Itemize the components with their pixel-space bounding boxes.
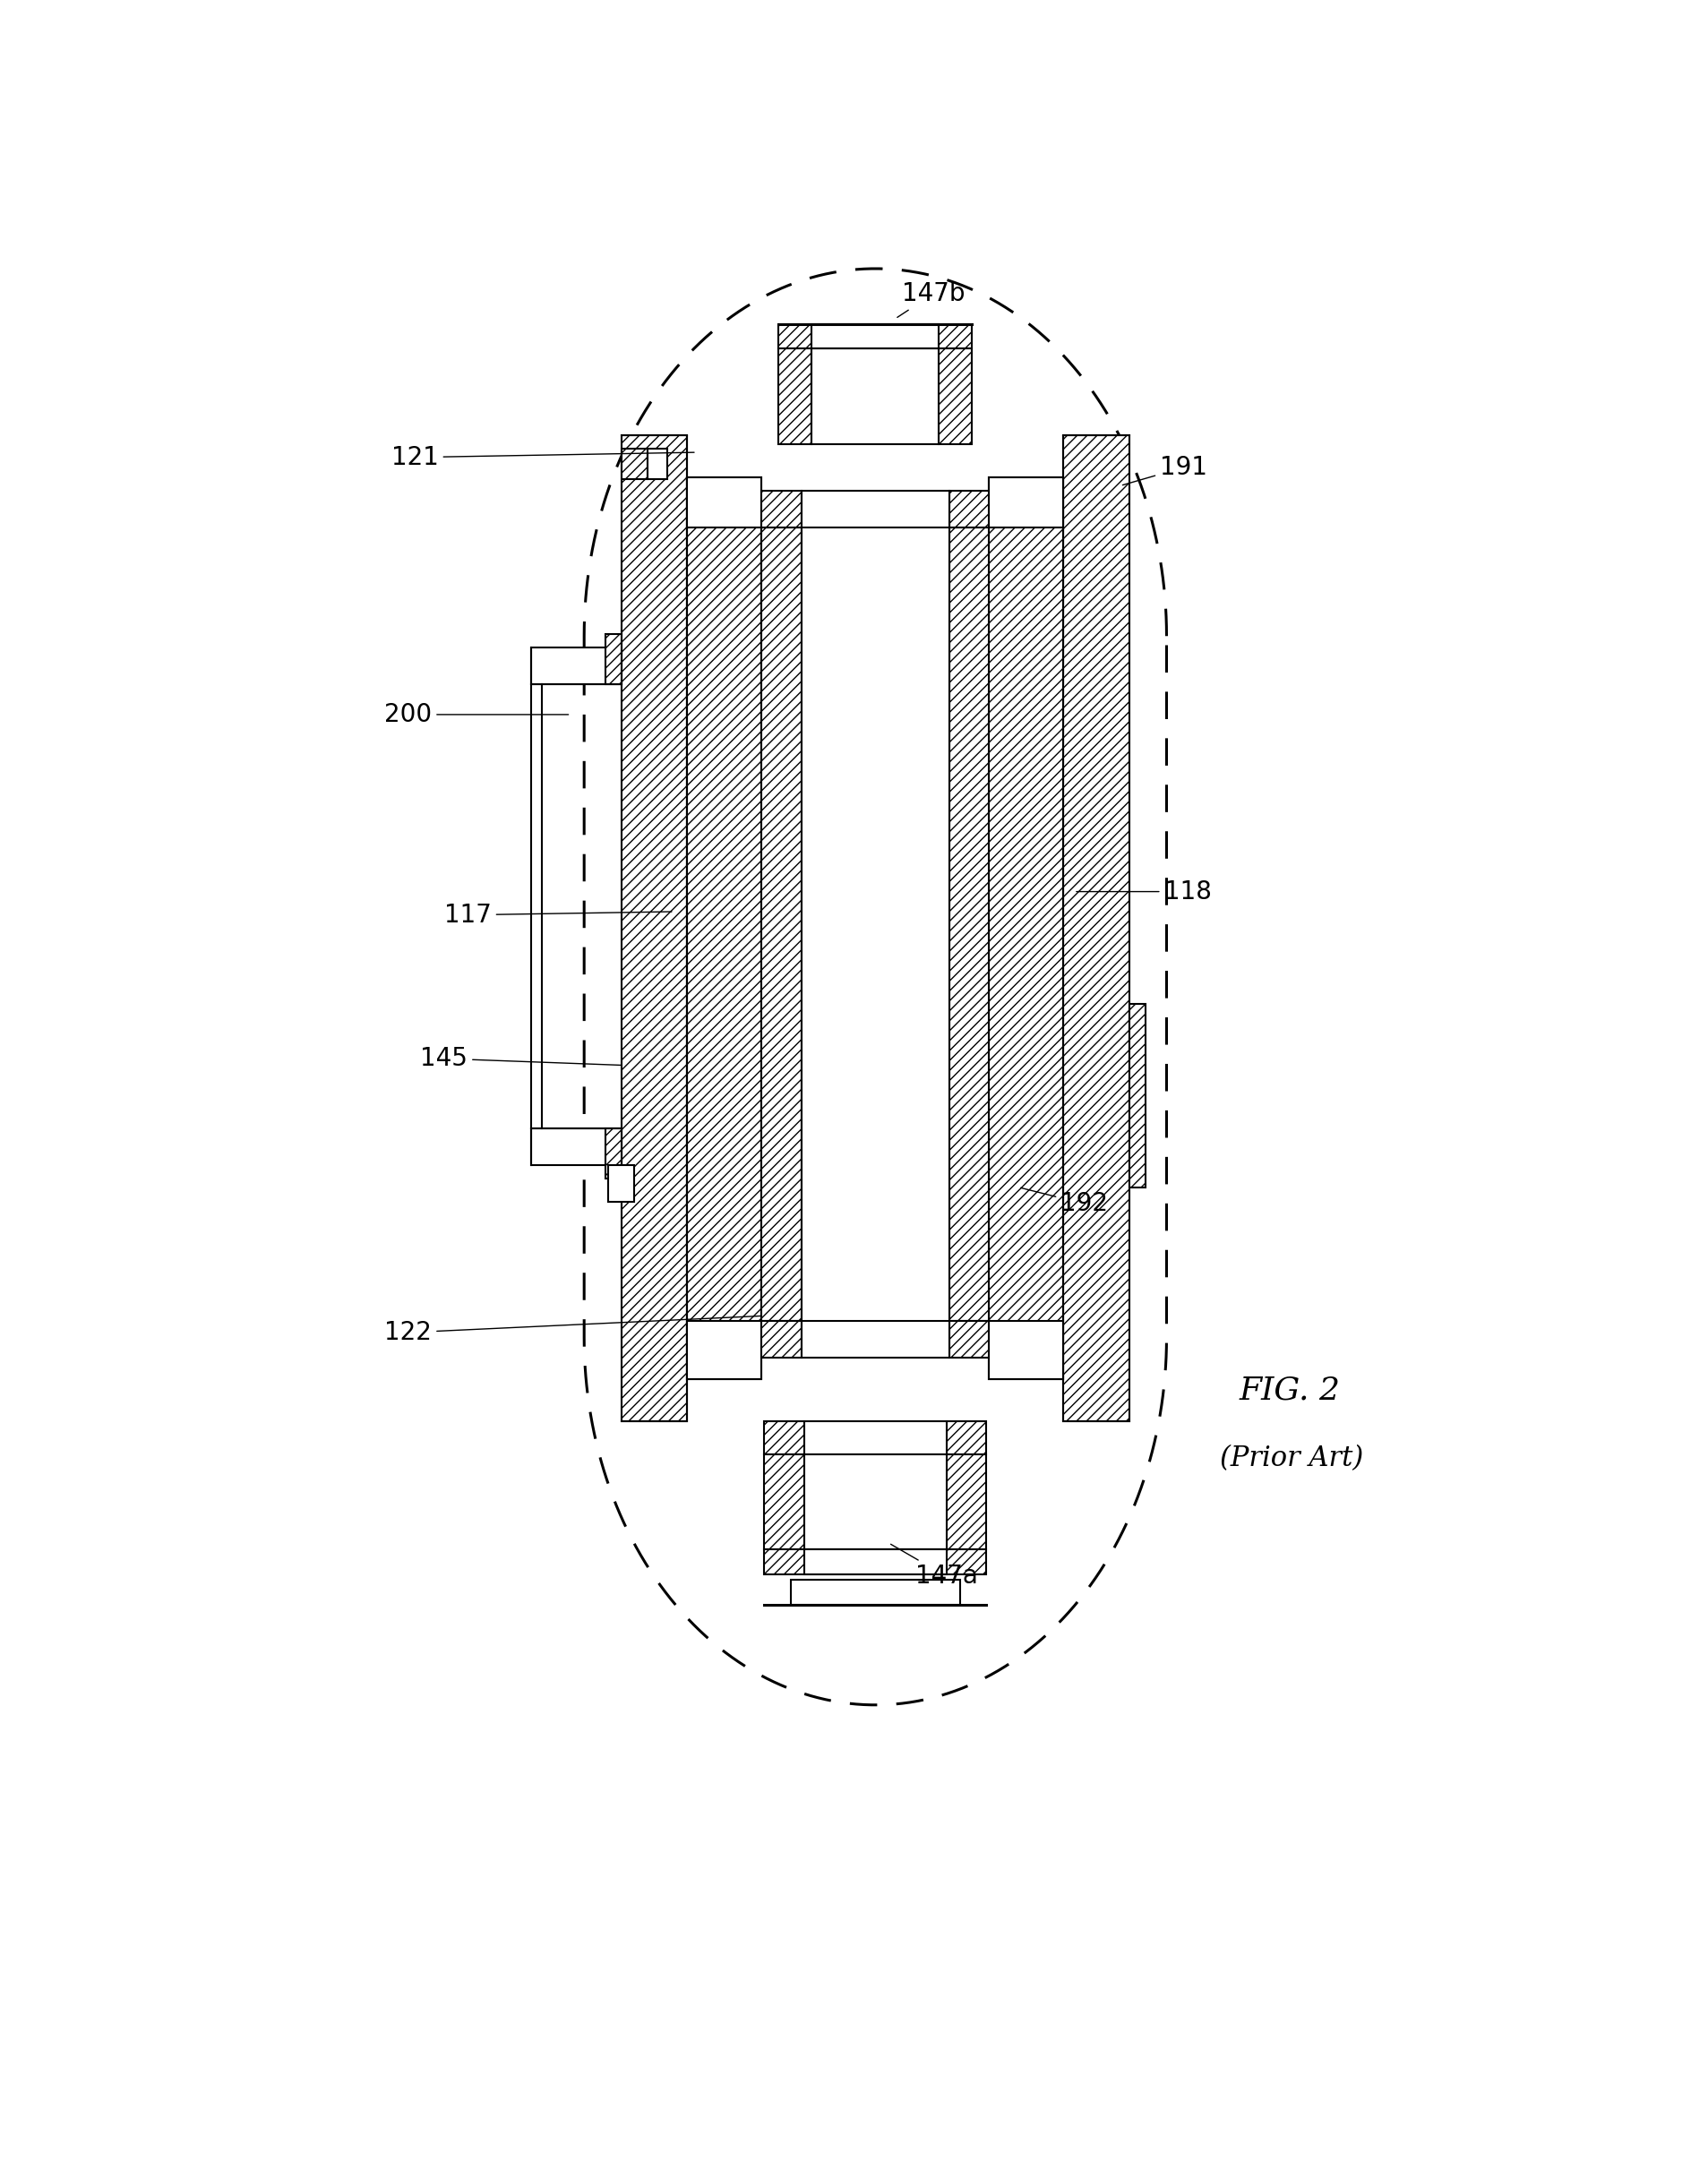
Bar (1064, 436, 1129, 1421)
Text: FIG. 2: FIG. 2 (1240, 1375, 1341, 1406)
Bar (763, 1455, 804, 1549)
Bar (687, 1321, 762, 1379)
Text: 145: 145 (420, 1045, 622, 1071)
Bar (811, 323, 939, 349)
Bar (801, 1321, 950, 1358)
Bar (763, 1421, 804, 1455)
Bar (801, 490, 950, 527)
Text: 191: 191 (1122, 455, 1208, 486)
Bar (939, 349, 972, 445)
Bar (950, 527, 989, 1321)
Text: 147a: 147a (892, 1544, 977, 1590)
Bar (804, 1455, 946, 1549)
Bar (605, 1128, 622, 1180)
Bar (804, 1421, 946, 1455)
Bar (811, 349, 939, 445)
Bar (989, 477, 1064, 527)
Text: 147b: 147b (897, 282, 965, 317)
Bar (647, 449, 668, 479)
Bar (762, 527, 801, 1321)
Text: 117: 117 (444, 902, 671, 928)
Text: 121: 121 (391, 445, 693, 471)
Bar (687, 477, 762, 1379)
Text: 200: 200 (384, 703, 569, 727)
Bar (946, 1455, 987, 1549)
Bar (946, 1421, 987, 1455)
Bar (762, 1321, 801, 1358)
Bar (605, 633, 622, 685)
Text: 122: 122 (384, 1317, 762, 1345)
Text: (Prior Art): (Prior Art) (1220, 1445, 1363, 1473)
Bar (762, 490, 801, 527)
Bar (989, 477, 1064, 1379)
Text: 192: 192 (1021, 1189, 1108, 1217)
Bar (608, 1165, 634, 1202)
Bar (801, 512, 950, 1338)
Bar (950, 1321, 989, 1358)
Bar (989, 1321, 1064, 1379)
Bar (804, 1549, 946, 1575)
Bar (779, 349, 811, 445)
Bar (763, 1549, 987, 1575)
Text: 118: 118 (1076, 878, 1211, 904)
Bar (531, 1128, 622, 1165)
Bar (791, 1579, 960, 1605)
Bar (687, 477, 762, 527)
Bar (622, 449, 647, 479)
Bar (622, 436, 687, 1421)
Bar (1129, 1004, 1146, 1186)
Bar (779, 323, 972, 349)
Bar (950, 490, 989, 527)
Bar (531, 649, 622, 685)
